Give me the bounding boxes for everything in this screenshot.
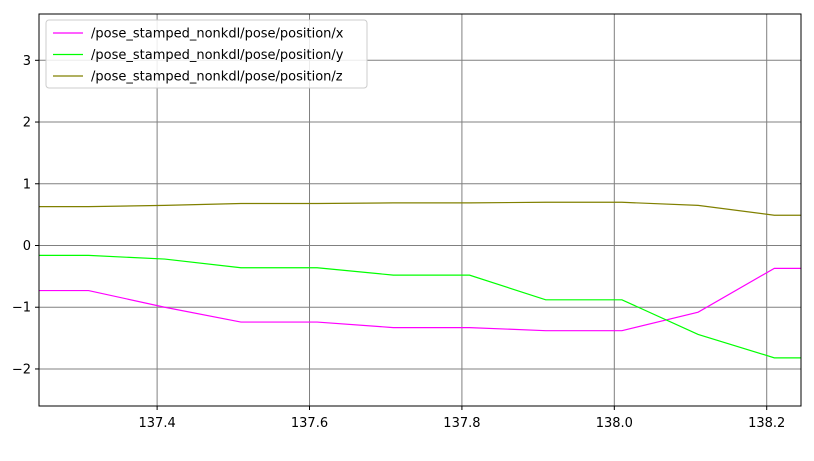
x-axis-ticks: 137.4 137.6 137.8 138.0 138.2: [139, 406, 785, 431]
series-line-2: [39, 254, 801, 359]
x-tick-label: 137.6: [291, 416, 328, 431]
legend: /pose_stamped_nonkdl/pose/position/x/pos…: [45, 19, 368, 89]
series-line-3: [39, 201, 801, 216]
y-tick-label: 3: [23, 54, 31, 69]
legend-box: [45, 19, 368, 89]
x-tick-label: 137.8: [443, 416, 480, 431]
y-tick-label: 1: [23, 177, 31, 192]
legend-label: /pose_stamped_nonkdl/pose/position/y: [91, 48, 344, 63]
series-lines: [39, 201, 801, 359]
legend-label: /pose_stamped_nonkdl/pose/position/z: [91, 70, 343, 85]
plot-frame: [38, 13, 802, 407]
series-line-1: [39, 267, 801, 332]
y-tick-label: −2: [12, 362, 31, 377]
y-tick-label: 0: [23, 239, 31, 254]
y-tick-label: 2: [23, 116, 31, 131]
legend-label: /pose_stamped_nonkdl/pose/position/x: [91, 27, 344, 42]
x-tick-label: 137.4: [139, 416, 176, 431]
y-axis-ticks: −2 −1 0 1 2 3: [12, 54, 39, 377]
y-tick-label: −1: [12, 301, 31, 316]
x-tick-label: 138.0: [596, 416, 633, 431]
x-tick-label: 138.2: [748, 416, 785, 431]
